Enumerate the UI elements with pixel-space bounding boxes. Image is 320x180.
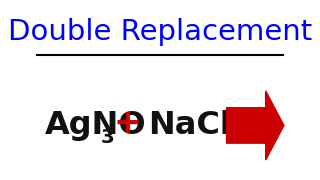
- Text: NaCl: NaCl: [148, 110, 231, 141]
- Polygon shape: [227, 91, 284, 160]
- Text: 3: 3: [100, 128, 114, 147]
- Text: AgNO: AgNO: [45, 110, 147, 141]
- Text: +: +: [113, 107, 141, 140]
- Text: Double Replacement: Double Replacement: [8, 17, 312, 46]
